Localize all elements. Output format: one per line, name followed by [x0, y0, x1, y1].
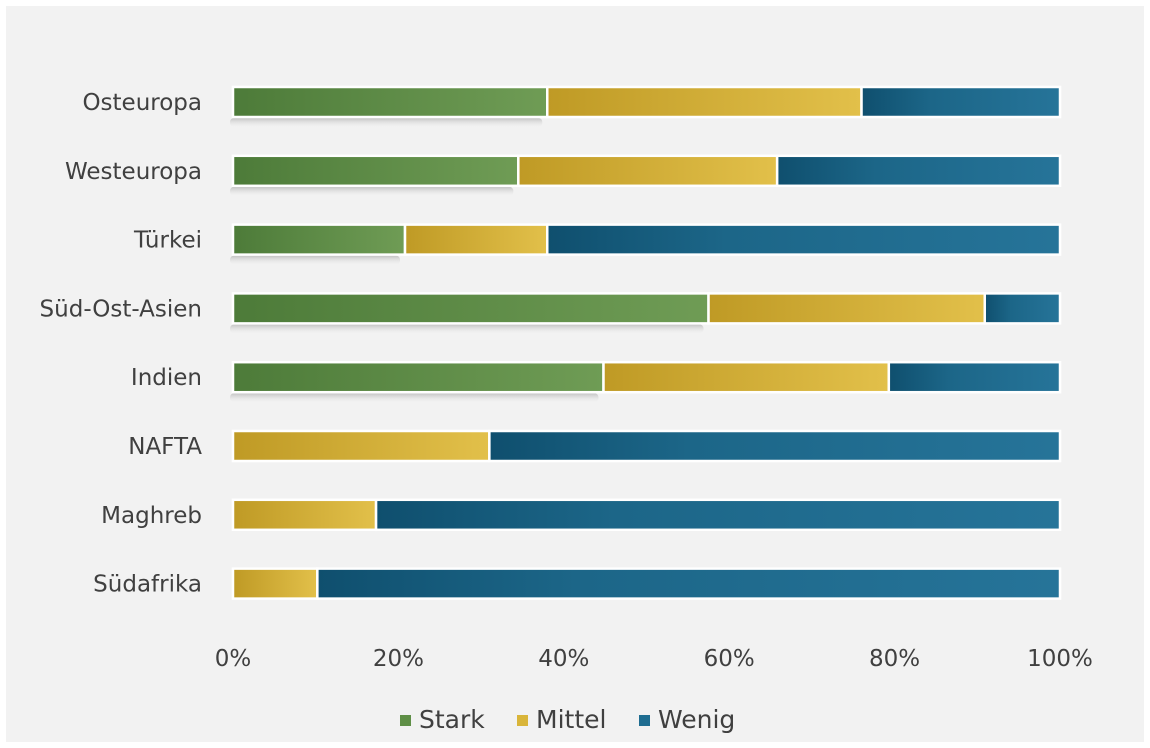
- y-label-4: Süd-Ost-Asien: [40, 296, 202, 322]
- bar-mittel-3: [403, 223, 549, 256]
- y-label-5: Indien: [131, 365, 202, 391]
- bar-shadow-2: [230, 186, 514, 196]
- bars-group: [231, 85, 1062, 600]
- chart-panel: Osteuropa Westeuropa Türkei Süd-Ost-Asien In…: [6, 6, 1144, 742]
- bar-mittel-8: [231, 567, 319, 600]
- bar-shadow-1: [230, 118, 543, 127]
- y-label-6: NAFTA: [128, 434, 202, 460]
- bar-stark-2: [231, 154, 520, 188]
- legend: Stark Mittel Wenig: [400, 705, 735, 734]
- x-tick-label-3: 40%: [538, 646, 589, 672]
- bar-wenig-5: [887, 360, 1062, 394]
- bar-wenig-3: [546, 223, 1062, 256]
- legend-label-mittel: Mittel: [536, 705, 606, 734]
- y-label-7: Maghreb: [101, 503, 202, 529]
- y-label-1: Osteuropa: [82, 90, 202, 116]
- bar-stark-5: [231, 360, 605, 394]
- y-label-2: Westeuropa: [65, 159, 202, 185]
- x-tick-label-6: 100%: [1027, 646, 1093, 672]
- legend-swatch-stark: [400, 715, 411, 726]
- x-tick-label-5: 80%: [869, 646, 920, 672]
- bar-mittel-6: [231, 429, 491, 463]
- bar-wenig-7: [374, 498, 1062, 532]
- y-axis-labels: Osteuropa Westeuropa Türkei Süd-Ost-Asien In…: [40, 90, 203, 598]
- bar-mittel-2: [517, 154, 779, 188]
- bar-shadows: [230, 118, 704, 403]
- x-axis-tick-labels: 0% 20% 40% 60% 80% 100%: [215, 646, 1093, 672]
- y-label-3: Türkei: [133, 228, 202, 254]
- legend-swatch-mittel: [517, 715, 528, 726]
- bar-mittel-7: [231, 498, 378, 532]
- x-tick-label-4: 60%: [704, 646, 755, 672]
- bar-wenig-8: [316, 567, 1062, 600]
- y-label-8: Südafrika: [93, 572, 202, 598]
- legend-swatch-wenig: [639, 715, 650, 726]
- bar-wenig-2: [775, 154, 1062, 188]
- x-tick-label-1: 0%: [215, 646, 252, 672]
- bar-wenig-6: [488, 429, 1062, 463]
- bar-stark-1: [231, 85, 549, 119]
- bar-stark-4: [231, 292, 710, 325]
- bar-wenig-1: [860, 85, 1062, 119]
- bar-shadow-5: [230, 393, 599, 403]
- bar-wenig-4: [983, 292, 1062, 325]
- legend-label-wenig: Wenig: [658, 705, 735, 734]
- bar-shadow-4: [230, 324, 704, 334]
- bar-mittel-5: [602, 360, 891, 394]
- legend-label-stark: Stark: [419, 705, 485, 734]
- x-tick-label-2: 20%: [373, 646, 424, 672]
- bar-stark-3: [231, 223, 407, 256]
- bar-mittel-4: [707, 292, 986, 325]
- bar-mittel-1: [546, 85, 863, 119]
- stacked-bar-chart: Osteuropa Westeuropa Türkei Süd-Ost-Asien In…: [40, 85, 1093, 734]
- bar-shadow-3: [230, 255, 401, 265]
